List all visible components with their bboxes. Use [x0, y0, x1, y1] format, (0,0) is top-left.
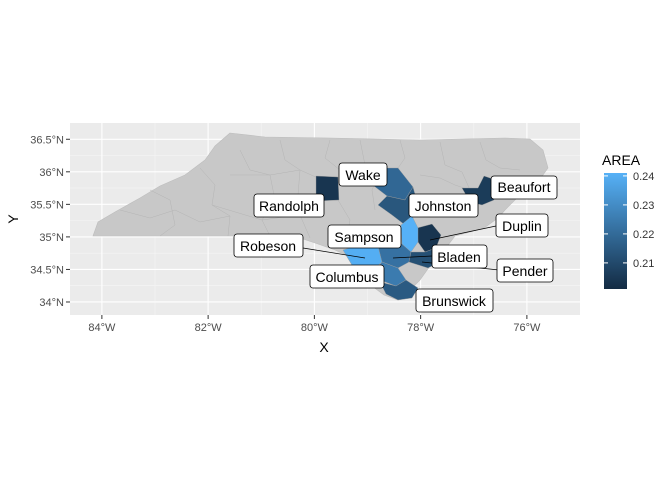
label-sampson: Sampson: [327, 224, 402, 249]
legend-tick-label: 0.24: [633, 171, 654, 183]
label-robeson-text: Robeson: [240, 238, 296, 254]
x-tick-label: 78°W: [407, 322, 435, 334]
legend-tick-label: 0.21: [633, 258, 654, 270]
y-axis-ticks: 34°N 34.5°N 35°N 35.5°N 36°N 36.5°N: [30, 134, 70, 309]
leader-bladen: [392, 255, 433, 259]
y-tick-label: 34.5°N: [30, 264, 64, 276]
x-axis-ticks: 84°W 82°W 80°W 78°W 76°W: [88, 315, 541, 334]
label-bladen-text: Bladen: [437, 249, 481, 265]
label-duplin-text: Duplin: [502, 218, 542, 234]
label-randolph: Randolph: [253, 193, 325, 218]
label-beaufort-text: Beaufort: [498, 179, 551, 195]
label-duplin: Duplin: [495, 213, 549, 238]
label-wake: Wake: [338, 162, 388, 187]
x-tick-label: 82°W: [195, 322, 223, 334]
x-tick-label: 76°W: [513, 322, 541, 334]
label-sampson-text: Sampson: [334, 229, 393, 245]
y-tick-label: 35°N: [39, 232, 64, 244]
legend-tick-label: 0.23: [633, 200, 654, 212]
label-beaufort: Beaufort: [490, 175, 558, 200]
label-columbus-text: Columbus: [315, 269, 378, 285]
legend-ticks: 0.21 0.22 0.23 0.24: [604, 171, 654, 270]
y-tick-label: 35.5°N: [30, 199, 64, 211]
label-pender-text: Pender: [502, 263, 547, 279]
leader-duplin: [429, 225, 497, 241]
x-axis-title: X: [319, 339, 329, 355]
y-tick-label: 34°N: [39, 297, 64, 309]
x-tick-label: 80°W: [301, 322, 329, 334]
label-johnston: Johnston: [408, 193, 479, 218]
label-bladen: Bladen: [431, 244, 488, 269]
label-randolph-text: Randolph: [259, 198, 319, 214]
county-borders: [119, 139, 521, 246]
leader-robeson: [302, 247, 366, 259]
county-brunswick: [379, 279, 419, 301]
label-pender: Pender: [496, 258, 554, 283]
legend-tick-label: 0.22: [633, 229, 654, 241]
x-tick-label: 84°W: [88, 322, 116, 334]
label-robeson: Robeson: [233, 233, 304, 258]
y-tick-label: 36°N: [39, 167, 64, 179]
label-brunswick-text: Brunswick: [422, 293, 487, 309]
label-columbus: Columbus: [309, 264, 385, 289]
legend: AREA 0.21 0.22 0.23 0.24: [602, 152, 654, 289]
legend-colorbar: [604, 173, 627, 289]
label-wake-text: Wake: [345, 167, 380, 183]
y-axis-title: Y: [5, 214, 21, 224]
label-johnston-text: Johnston: [415, 198, 472, 214]
label-brunswick: Brunswick: [415, 288, 494, 313]
legend-title: AREA: [602, 152, 641, 168]
y-tick-label: 36.5°N: [30, 134, 64, 146]
